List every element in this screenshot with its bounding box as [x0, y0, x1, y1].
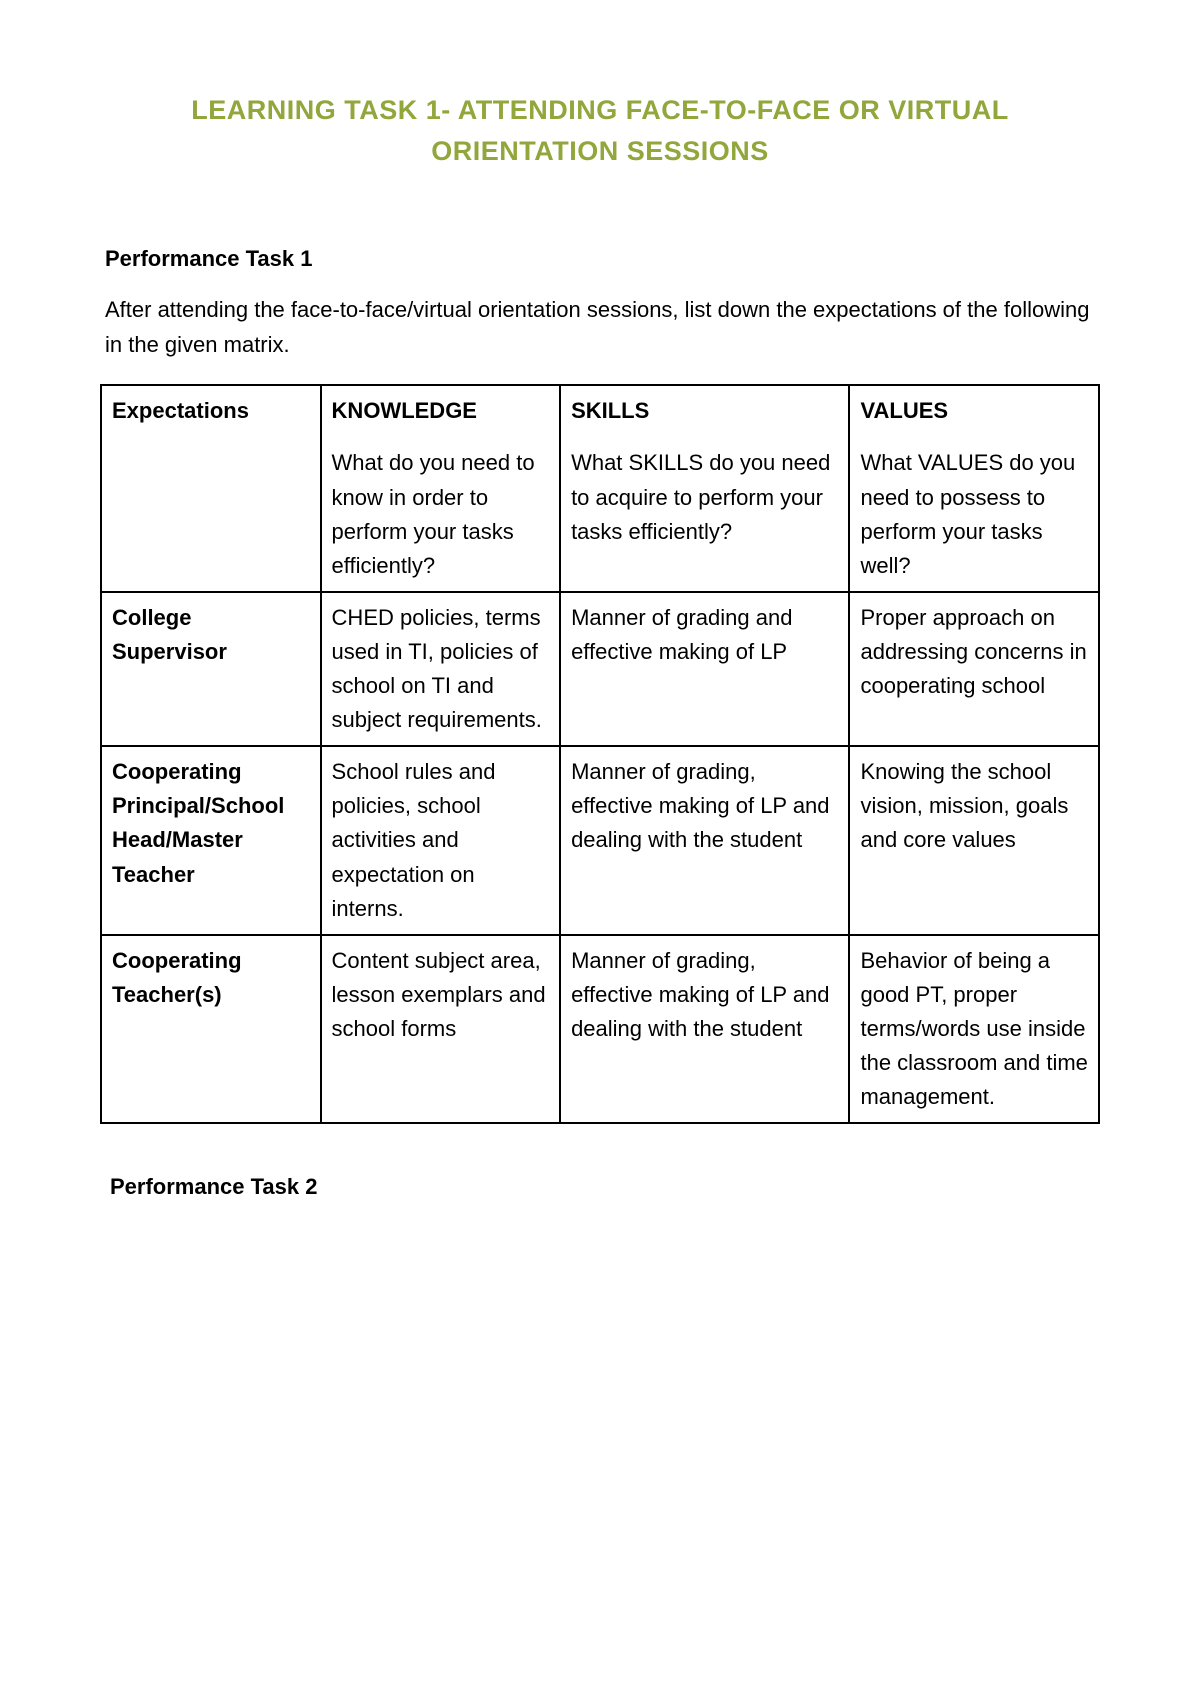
row-values: Behavior of being a good PT, proper term…: [849, 935, 1099, 1123]
page-title: LEARNING TASK 1- ATTENDING FACE-TO-FACE …: [100, 90, 1100, 171]
task1-intro: After attending the face-to-face/virtual…: [105, 292, 1100, 362]
row-skills: Manner of grading, effective making of L…: [560, 746, 849, 934]
row-values: Proper approach on addressing concerns i…: [849, 592, 1099, 746]
task2-heading: Performance Task 2: [110, 1174, 1100, 1200]
table-row: Cooperating Principal/School Head/Master…: [101, 746, 1099, 934]
expectations-table: Expectations KNOWLEDGE What do you need …: [100, 384, 1100, 1124]
task1-heading: Performance Task 1: [105, 246, 1100, 272]
header-skills: SKILLS What SKILLS do you need to acquir…: [560, 385, 849, 591]
table-header-row: Expectations KNOWLEDGE What do you need …: [101, 385, 1099, 591]
header-values: VALUES What VALUES do you need to posses…: [849, 385, 1099, 591]
row-label: Cooperating Principal/School Head/Master…: [101, 746, 321, 934]
header-knowledge: KNOWLEDGE What do you need to know in or…: [321, 385, 561, 591]
row-label: Cooperating Teacher(s): [101, 935, 321, 1123]
row-knowledge: School rules and policies, school activi…: [321, 746, 561, 934]
row-skills: Manner of grading and effective making o…: [560, 592, 849, 746]
row-label: College Supervisor: [101, 592, 321, 746]
header-expectations: Expectations: [101, 385, 321, 591]
row-skills: Manner of grading, effective making of L…: [560, 935, 849, 1123]
table-row: College Supervisor CHED policies, terms …: [101, 592, 1099, 746]
row-values: Knowing the school vision, mission, goal…: [849, 746, 1099, 934]
row-knowledge: CHED policies, terms used in TI, policie…: [321, 592, 561, 746]
table-row: Cooperating Teacher(s) Content subject a…: [101, 935, 1099, 1123]
row-knowledge: Content subject area, lesson exemplars a…: [321, 935, 561, 1123]
